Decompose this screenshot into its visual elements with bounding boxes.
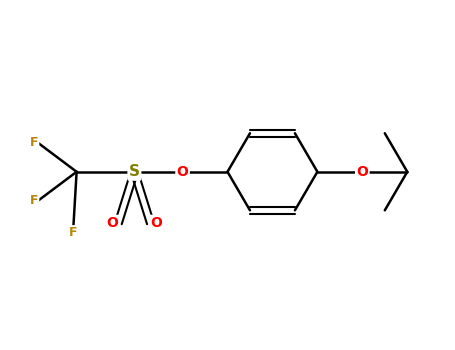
Text: F: F: [69, 226, 78, 239]
Text: S: S: [129, 164, 140, 179]
Text: F: F: [30, 136, 38, 149]
Text: O: O: [106, 216, 118, 230]
Text: O: O: [151, 216, 162, 230]
Text: O: O: [177, 165, 188, 179]
Text: O: O: [356, 165, 368, 179]
Text: F: F: [30, 194, 38, 207]
